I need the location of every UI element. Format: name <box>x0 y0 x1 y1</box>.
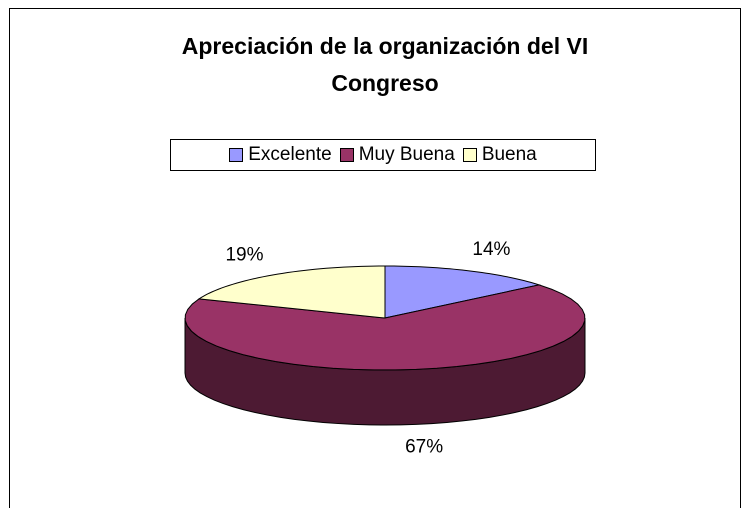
legend-swatch <box>229 148 244 162</box>
legend-item: Excelente <box>229 144 332 166</box>
legend-swatch <box>462 148 477 162</box>
legend-item: Buena <box>462 144 537 166</box>
slice <box>384 265 542 319</box>
legend-label: Muy Buena <box>358 144 455 165</box>
legend-label: Buena <box>481 144 537 165</box>
slice <box>197 265 386 319</box>
chart-title: Apreciación de la organización del VI Co… <box>181 33 589 96</box>
data-label: 14% <box>472 239 510 260</box>
legend-swatch <box>339 148 354 162</box>
legend: Excelente Muy Buena Buena <box>170 139 596 171</box>
chart-frame <box>9 8 741 508</box>
legend-item: Muy Buena <box>339 144 455 166</box>
data-label: 19% <box>225 245 263 266</box>
legend-label: Excelente <box>248 144 332 165</box>
slice <box>184 284 586 371</box>
data-label: 67% <box>405 436 443 457</box>
